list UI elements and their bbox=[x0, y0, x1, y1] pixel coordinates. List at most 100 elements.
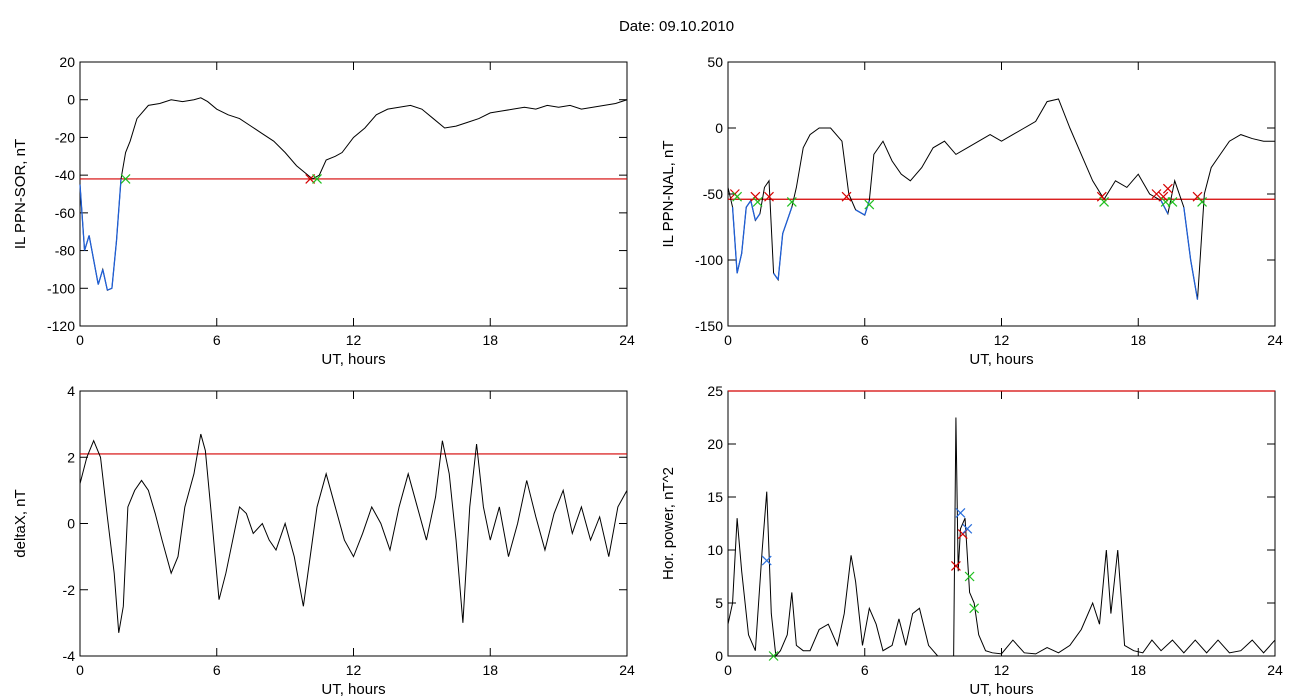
series-segment-below bbox=[1160, 200, 1169, 215]
y-axis-label: IL PPN-NAL, nT bbox=[660, 141, 677, 248]
series-segment-below bbox=[750, 200, 756, 221]
x-axis-label: UT, hours bbox=[969, 351, 1033, 368]
y-tick-label: -100 bbox=[47, 280, 75, 296]
x-tick-label: 24 bbox=[1267, 332, 1283, 348]
series-segment-below bbox=[731, 207, 738, 274]
event-marker-red bbox=[1096, 191, 1107, 202]
x-tick-label: 6 bbox=[861, 662, 869, 678]
y-tick-label: 50 bbox=[707, 54, 723, 70]
series-segment-below bbox=[855, 209, 866, 216]
y-tick-label: -150 bbox=[695, 318, 723, 334]
y-tick-label: 0 bbox=[67, 516, 75, 532]
series-line bbox=[79, 97, 628, 291]
y-tick-label: -40 bbox=[55, 167, 75, 183]
series-segment-below bbox=[88, 235, 95, 261]
x-tick-label: 18 bbox=[1130, 332, 1146, 348]
series-segment-below bbox=[79, 184, 86, 251]
x-tick-label: 18 bbox=[482, 332, 498, 348]
x-tick-label: 18 bbox=[482, 662, 498, 678]
plot-frame bbox=[79, 390, 628, 657]
event-marker-blue bbox=[955, 507, 966, 518]
x-tick-label: 12 bbox=[346, 662, 362, 678]
y-tick-label: 20 bbox=[59, 54, 75, 70]
y-tick-label: -120 bbox=[47, 318, 75, 334]
series-line bbox=[79, 433, 628, 633]
y-axis-label: IL PPN-SOR, nT bbox=[12, 139, 29, 249]
event-marker-blue bbox=[761, 555, 772, 566]
event-marker-green bbox=[732, 191, 743, 202]
y-tick-label: -100 bbox=[695, 252, 723, 268]
series-segment-below bbox=[83, 235, 90, 251]
event-marker-red bbox=[1162, 183, 1173, 194]
plot-frame bbox=[79, 61, 628, 327]
event-marker-green bbox=[768, 651, 779, 661]
series-segment-below bbox=[115, 178, 122, 242]
event-marker-red bbox=[841, 191, 852, 202]
x-tick-label: 18 bbox=[1130, 662, 1146, 678]
y-tick-label: 0 bbox=[715, 648, 723, 664]
x-axis-label: UT, hours bbox=[969, 681, 1033, 698]
series-segment-below bbox=[786, 206, 793, 221]
series-segment-below bbox=[745, 200, 752, 208]
event-marker-red bbox=[1151, 189, 1162, 199]
event-marker-green bbox=[786, 196, 797, 207]
y-tick-label: -80 bbox=[55, 243, 75, 259]
y-tick-label: 15 bbox=[707, 489, 723, 505]
y-tick-label: 2 bbox=[67, 449, 75, 465]
plot-frame bbox=[727, 390, 1276, 657]
x-tick-label: 12 bbox=[994, 662, 1010, 678]
series-segment-below bbox=[754, 213, 761, 221]
x-tick-label: 0 bbox=[76, 662, 84, 678]
x-tick-label: 24 bbox=[1267, 662, 1283, 678]
x-axis-label: UT, hours bbox=[321, 351, 385, 368]
series-segment-below bbox=[782, 220, 788, 234]
y-tick-label: -60 bbox=[55, 205, 75, 221]
y-tick-label: -50 bbox=[703, 186, 723, 202]
event-marker-green bbox=[120, 173, 131, 184]
event-marker-red bbox=[1158, 191, 1169, 202]
event-marker-blue bbox=[962, 523, 973, 534]
series-segment-below bbox=[111, 241, 118, 289]
y-tick-label: 0 bbox=[67, 92, 75, 108]
event-marker-green bbox=[1197, 196, 1207, 207]
x-tick-label: 24 bbox=[619, 662, 635, 678]
x-tick-label: 24 bbox=[619, 332, 635, 348]
plot-frame bbox=[727, 61, 1276, 327]
x-tick-label: 0 bbox=[724, 662, 732, 678]
event-marker-red bbox=[950, 560, 961, 571]
series-segment-below bbox=[93, 259, 99, 285]
chart-panel-1: 0 6 12 18 24 -120 -100 -80 -60 -40 -20 0 20 UT, hours… bbox=[12, 54, 635, 368]
y-tick-label: 4 bbox=[67, 383, 75, 399]
event-marker-green bbox=[1167, 196, 1178, 207]
chart-panel-4: 0 6 12 18 24 0 5 10 15 20 25 UT, hours Hor. power, n… bbox=[660, 383, 1283, 698]
series-segment-below bbox=[773, 272, 779, 281]
event-marker-green bbox=[1099, 196, 1109, 207]
x-tick-label: 12 bbox=[994, 332, 1010, 348]
x-tick-label: 0 bbox=[724, 332, 732, 348]
x-tick-label: 12 bbox=[346, 332, 362, 348]
event-marker-green bbox=[752, 196, 763, 207]
x-tick-label: 6 bbox=[213, 662, 221, 678]
y-tick-label: -4 bbox=[63, 648, 76, 664]
y-tick-label: 10 bbox=[707, 542, 723, 558]
y-axis-label: Hor. power, nT^2 bbox=[660, 467, 677, 580]
x-tick-label: 6 bbox=[213, 332, 221, 348]
event-marker-red bbox=[764, 191, 774, 202]
y-tick-label: 25 bbox=[707, 383, 723, 399]
series-segment-below bbox=[741, 207, 747, 254]
series-segment-below bbox=[1183, 207, 1192, 261]
y-tick-label: 0 bbox=[715, 120, 723, 136]
event-marker-green bbox=[964, 571, 975, 582]
event-marker-green bbox=[969, 603, 980, 614]
series-segment-below bbox=[777, 233, 784, 280]
y-tick-label: -2 bbox=[63, 582, 76, 598]
series-segment-below bbox=[97, 269, 104, 285]
y-tick-label: 5 bbox=[715, 595, 723, 611]
y-tick-label: 20 bbox=[707, 436, 723, 452]
x-tick-label: 6 bbox=[861, 332, 869, 348]
x-axis-label: UT, hours bbox=[321, 681, 385, 698]
event-marker-red bbox=[750, 191, 761, 202]
chart-panel-2: 0 6 12 18 24 -150 -100 -50 0 50 UT, hours IL PPN-NA… bbox=[660, 54, 1283, 368]
series-segment-below bbox=[736, 253, 743, 274]
